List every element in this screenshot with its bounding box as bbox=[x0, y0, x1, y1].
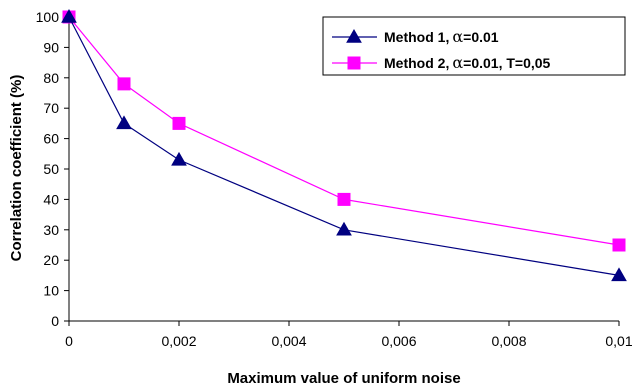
y-tick-label: 20 bbox=[43, 252, 59, 268]
y-tick-label: 40 bbox=[43, 191, 59, 207]
y-tick-label: 60 bbox=[43, 131, 59, 147]
y-tick-label: 70 bbox=[43, 100, 59, 116]
series-1 bbox=[61, 8, 627, 282]
series-2-point bbox=[612, 238, 626, 252]
series-1-point bbox=[61, 8, 77, 23]
y-axis-title: Correlation coefficient (%) bbox=[8, 75, 25, 262]
legend-label-2: Method 2, α=0.01, T=0,05 bbox=[384, 53, 551, 72]
series-layer bbox=[61, 8, 627, 282]
x-tick-label: 0,008 bbox=[491, 333, 526, 349]
series-1-point bbox=[116, 115, 132, 130]
x-tick-label: 0,002 bbox=[161, 333, 196, 349]
series-1-point bbox=[611, 267, 627, 282]
series-2-point bbox=[337, 192, 351, 206]
x-tick-label: 0,01 bbox=[605, 333, 632, 349]
legend-marker-2 bbox=[347, 56, 361, 70]
y-tick-label: 90 bbox=[43, 39, 59, 55]
x-tick-label: 0,004 bbox=[271, 333, 306, 349]
y-tick-label: 0 bbox=[51, 313, 59, 329]
y-tick-label: 100 bbox=[36, 9, 60, 25]
series-2-point bbox=[172, 116, 186, 130]
x-tick-label: 0,006 bbox=[381, 333, 416, 349]
x-axis-title: Maximum value of uniform noise bbox=[227, 370, 460, 387]
y-tick-label: 30 bbox=[43, 222, 59, 238]
y-tick-labels: 0 10 20 30 40 50 60 70 80 90 100 bbox=[36, 9, 60, 329]
y-tick-label: 10 bbox=[43, 283, 59, 299]
legend-marker-1 bbox=[346, 28, 362, 43]
legend: Method 1, α=0.01 Method 2, α=0.01, T=0,05 bbox=[322, 16, 626, 76]
series-1-point bbox=[336, 221, 352, 236]
y-tick-label: 50 bbox=[43, 161, 59, 177]
x-tick-label: 0 bbox=[65, 333, 73, 349]
x-tick-labels: 0 0,002 0,004 0,006 0,008 0,01 bbox=[65, 333, 633, 349]
y-tick-label: 80 bbox=[43, 70, 59, 86]
series-2-point bbox=[117, 77, 131, 91]
legend-box bbox=[322, 16, 626, 76]
series-1-point bbox=[171, 151, 187, 166]
legend-label-1: Method 1, α=0.01 bbox=[384, 27, 499, 46]
